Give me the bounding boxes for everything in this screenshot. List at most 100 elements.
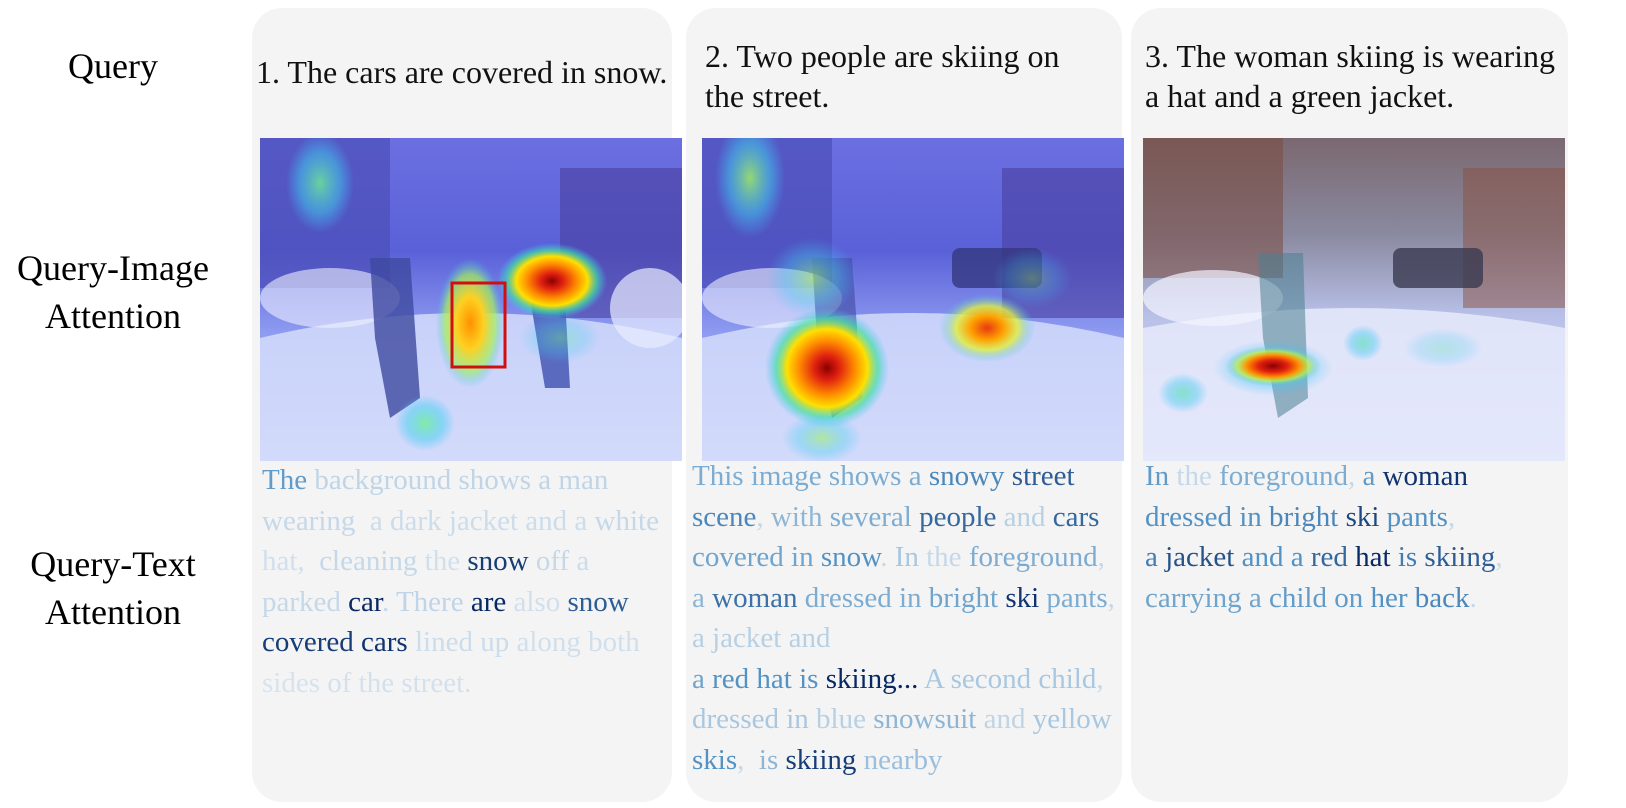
row-label-query-text-attention: Query-Text Attention <box>0 540 226 636</box>
attention-token: The <box>262 464 315 496</box>
query-text: 3. The woman skiing is wearing a hat and… <box>1145 38 1556 114</box>
attention-token: a <box>576 545 597 577</box>
attention-token: , <box>1107 581 1123 614</box>
attention-token: the <box>424 545 468 577</box>
attention-heatmap-image <box>702 138 1124 461</box>
attention-heatmap-image <box>1143 138 1565 461</box>
attention-token: woman <box>712 581 805 614</box>
attention-text: This image shows a snowy street scene, w… <box>692 456 1122 780</box>
attention-token: skiing <box>785 743 864 776</box>
attention-token: yellow <box>1032 703 1119 735</box>
attention-token: snow <box>567 585 636 618</box>
attention-token: skis <box>692 743 738 776</box>
heatmap-svg <box>260 138 682 461</box>
attention-token: second <box>950 662 1039 695</box>
attention-token: and <box>1003 500 1053 533</box>
attention-token: and <box>788 622 831 654</box>
attention-token: image <box>750 460 829 492</box>
attention-token: lined <box>414 626 481 658</box>
attention-token: a <box>908 460 929 492</box>
attention-token: red <box>1310 541 1356 573</box>
attention-token: This <box>692 460 751 492</box>
attention-token: white <box>594 504 667 537</box>
attention-token: off <box>535 545 577 577</box>
attention-token: dressed <box>1145 500 1240 533</box>
attention-text: The background shows a man wearing a dar… <box>262 460 672 703</box>
attention-token: dressed <box>804 581 899 614</box>
attention-token: pants <box>1386 500 1448 533</box>
attention-token: cars <box>1052 500 1107 533</box>
attention-token: is <box>799 662 826 695</box>
row-label-line: Query <box>68 46 158 86</box>
attention-token: and <box>1241 541 1291 573</box>
query-text: 1. The cars are covered in snow. <box>256 54 668 90</box>
row-label-line: Query-Text <box>30 544 196 584</box>
attention-token: hat <box>756 662 800 695</box>
attention-token: skiing... <box>825 662 919 695</box>
attention-token: bright <box>928 581 1006 614</box>
attention-token: several <box>829 500 920 533</box>
attention-token: up <box>480 626 517 658</box>
attention-text: In the foreground, a woman dressed in bri… <box>1145 456 1568 618</box>
attention-token: cleaning <box>319 545 425 577</box>
attention-token: covered <box>262 626 362 658</box>
attention-token: , <box>1447 500 1456 533</box>
attention-token: man <box>558 464 616 496</box>
query-text: 2. Two people are skiing on the street. <box>705 38 1060 114</box>
attention-token: street <box>1011 460 1082 492</box>
row-label-line: Attention <box>45 296 181 336</box>
attention-token: . <box>880 541 895 573</box>
attention-token: snowsuit <box>873 703 984 735</box>
row-label-line: Attention <box>45 592 181 632</box>
attention-token: carrying <box>1145 581 1249 614</box>
attention-token: jacket <box>1165 541 1242 573</box>
heatmap-svg <box>1143 138 1565 461</box>
attention-token: skiing <box>1424 541 1496 573</box>
attention-token: and <box>525 504 575 537</box>
attention-token: pants <box>1046 581 1108 614</box>
row-label-line: Query-Image <box>17 248 209 288</box>
attention-token: cars <box>361 626 415 658</box>
attention-token: , <box>1495 541 1503 573</box>
attention-token: are <box>470 585 514 618</box>
attention-token: car <box>348 585 382 618</box>
attention-token: her <box>1370 581 1415 614</box>
attention-token: sides <box>262 666 328 699</box>
attention-token: ski <box>1005 581 1047 614</box>
attention-token: along <box>516 626 589 658</box>
attention-token: , <box>1096 662 1111 695</box>
attention-token: child <box>1269 581 1335 614</box>
attention-token: and <box>983 703 1033 735</box>
example-panel-1: 1. The cars are covered in snow. <box>252 8 682 802</box>
attention-token: background <box>314 464 459 496</box>
attention-token: bright <box>1269 500 1346 533</box>
attention-token: a <box>692 622 713 654</box>
attention-token: a <box>574 504 595 537</box>
attention-token: dark <box>390 504 449 537</box>
attention-token: a <box>369 504 391 537</box>
attention-token: dressed <box>692 703 787 735</box>
row-label-query: Query <box>0 42 226 90</box>
row-label-query-image-attention: Query-Image Attention <box>0 244 226 340</box>
attention-token: in <box>786 703 817 735</box>
heatmap-svg <box>702 138 1124 461</box>
attention-token: hat, <box>262 545 320 577</box>
attention-token: . <box>381 585 396 618</box>
attention-token: is <box>758 743 786 776</box>
attention-token: on <box>1334 581 1371 614</box>
attention-token: a <box>692 581 713 614</box>
attention-token: woman <box>1382 460 1468 492</box>
attention-token: , <box>737 743 759 776</box>
attention-token: . <box>1469 581 1477 614</box>
attention-token: ski <box>1345 500 1387 533</box>
attention-token: shows <box>828 460 909 492</box>
attention-token: covered <box>692 541 792 573</box>
attention-token: foreground <box>968 541 1098 573</box>
attention-token: a <box>538 464 559 496</box>
attention-token: child <box>1038 662 1097 695</box>
attention-token: jacket <box>712 622 789 654</box>
attention-token: a <box>1362 460 1383 492</box>
attention-token: shows <box>458 464 539 496</box>
attention-token: A <box>924 662 951 695</box>
example-panel-2: 2. Two people are skiing on the street. <box>686 8 1124 802</box>
